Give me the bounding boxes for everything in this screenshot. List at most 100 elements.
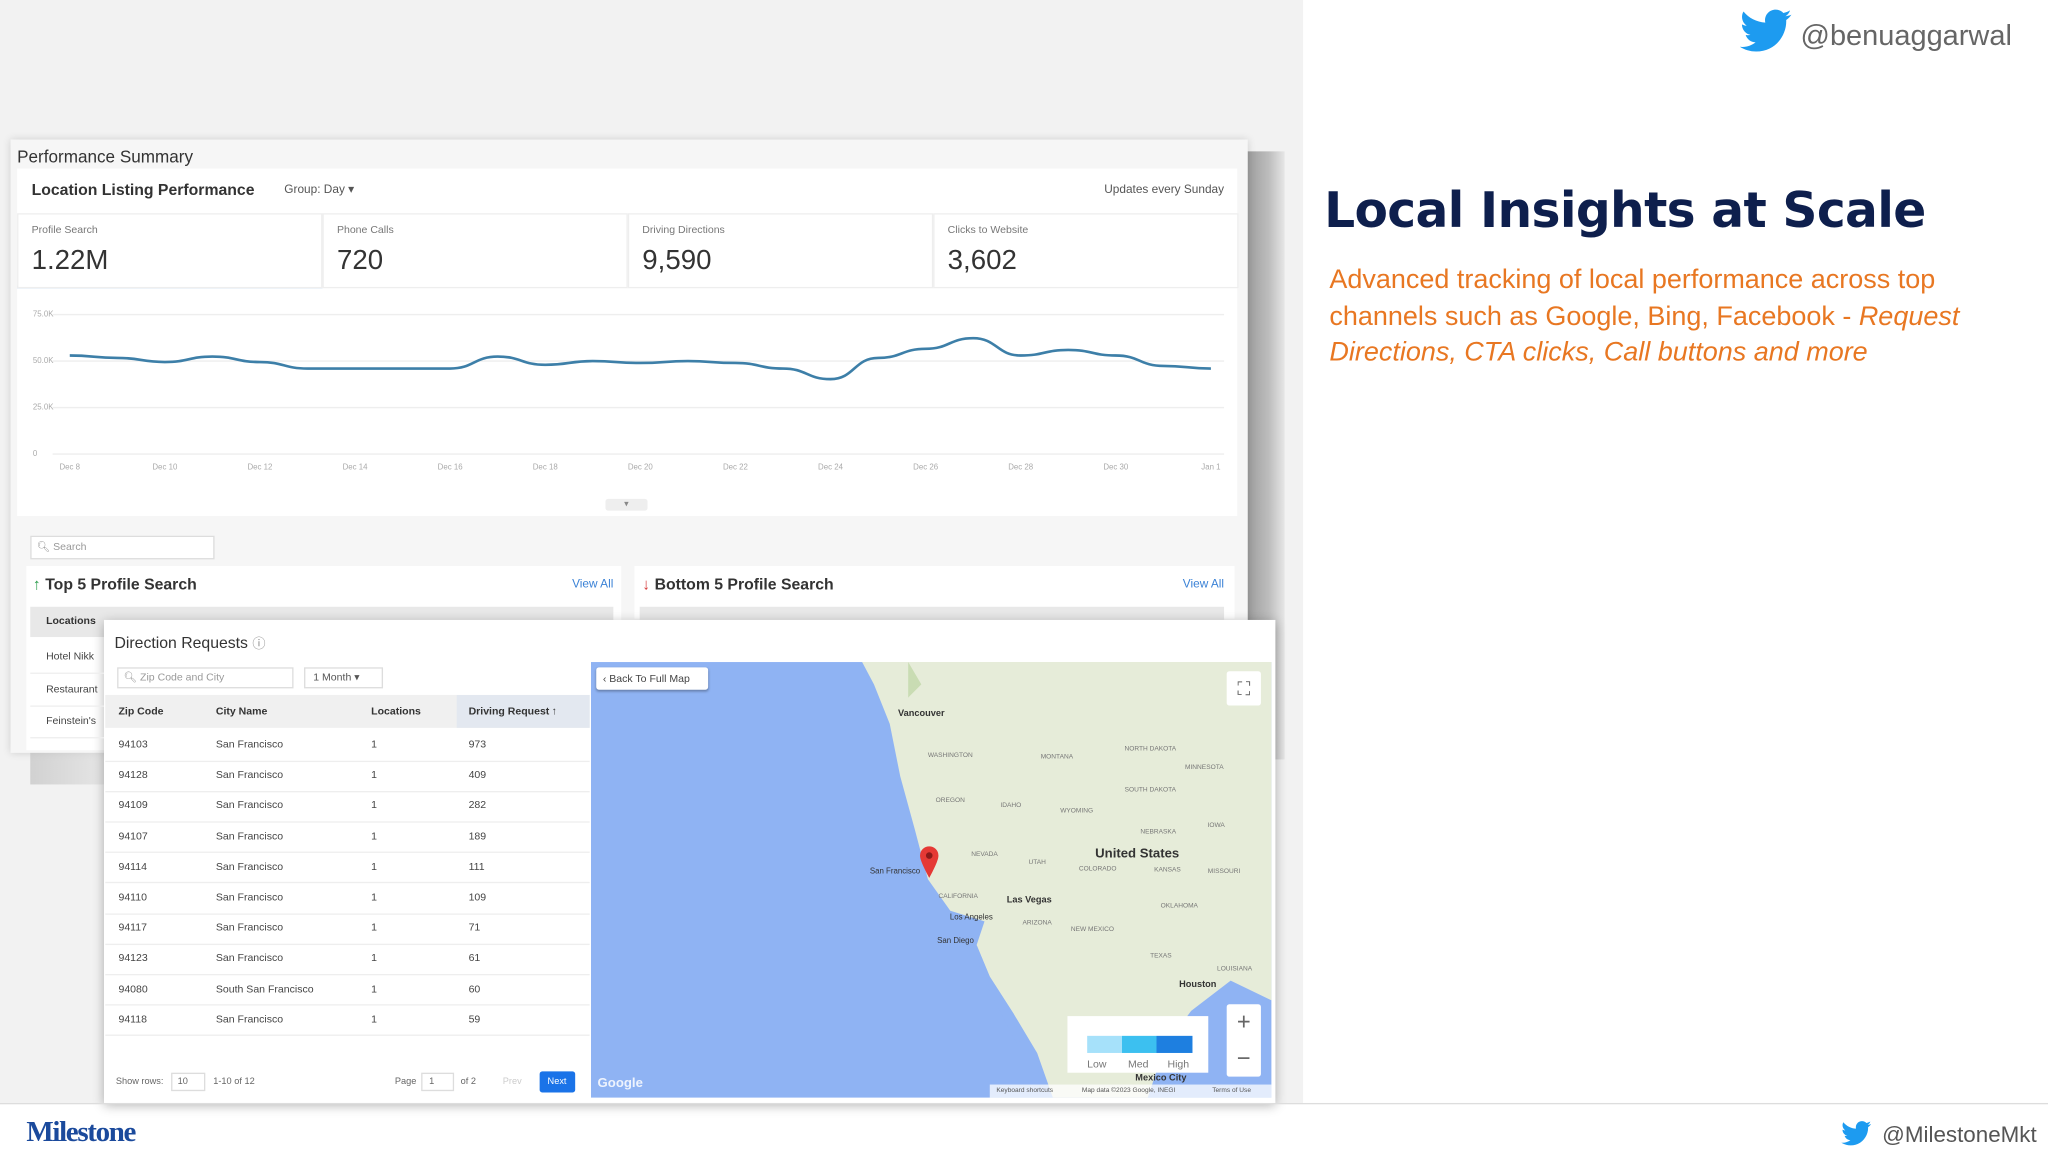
- map-labels: Vancouver WASHINGTON MONTANA NORTH DAKOTA MI…: [870, 708, 1253, 1083]
- x-tick-label: Dec 26: [913, 462, 939, 471]
- zoom-out[interactable]: −: [1236, 1045, 1251, 1072]
- column-header: Zip Code: [118, 705, 164, 718]
- table-cell: 1: [371, 1013, 378, 1026]
- table-cell: 282: [468, 799, 487, 812]
- footer-handle: @MilestoneMkt: [1882, 1122, 2037, 1148]
- subtitle-text: Advanced tracking of local performance a…: [1329, 264, 1936, 332]
- y-tick-label: 50.0K: [33, 356, 54, 365]
- table-cell: 94110: [118, 891, 147, 903]
- footer-rule: [0, 1102, 2048, 1105]
- rows-value: 10: [177, 1077, 188, 1087]
- table-cell: San Francisco: [215, 1013, 284, 1026]
- table-cell: 94117: [118, 921, 147, 934]
- map-label: San Diego: [937, 936, 974, 945]
- metric-label: Driving Directions: [642, 223, 725, 236]
- info-icon[interactable]: ⓘ: [252, 637, 266, 653]
- map-label: Los Angeles: [950, 912, 993, 921]
- x-tick-label: Dec 28: [1008, 462, 1034, 471]
- row-line: [105, 760, 590, 762]
- table-cell: San Francisco: [215, 921, 284, 934]
- map-label: OREGON: [936, 797, 965, 804]
- search-placeholder: 🔍︎ Search: [36, 540, 87, 553]
- row-line: [105, 912, 590, 915]
- back-button[interactable]: [596, 667, 709, 690]
- table-cell: 1: [371, 952, 378, 964]
- row-line: [105, 973, 590, 976]
- map-label: Las Vegas: [1007, 895, 1052, 905]
- map-label: OKLAHOMA: [1161, 902, 1199, 909]
- search-input[interactable]: [30, 535, 215, 560]
- table-cell: 111: [468, 860, 485, 873]
- next-button[interactable]: [539, 1071, 576, 1093]
- line-series: [69, 336, 1211, 381]
- location-cell: Feinstein's: [46, 714, 97, 727]
- table-cell: San Francisco: [215, 952, 284, 964]
- period-label: 1 Month ▾: [313, 671, 360, 684]
- table-cell: 94109: [118, 799, 148, 812]
- table-cell: 1: [371, 860, 378, 873]
- map-label: WASHINGTON: [928, 752, 973, 759]
- land: [862, 662, 1272, 1098]
- group-select[interactable]: Group: Day ▾: [284, 182, 355, 196]
- slide-title: Local Insights at Scale: [1324, 182, 1926, 239]
- table-cell: 973: [468, 738, 487, 751]
- back-label: ‹ Back To Full Map: [602, 672, 690, 685]
- row-line: [30, 737, 104, 739]
- rows-select[interactable]: [171, 1072, 206, 1092]
- next-label: Next: [547, 1077, 567, 1087]
- table-cell: 61: [468, 952, 481, 964]
- map-pin[interactable]: [920, 846, 939, 878]
- author-handle: @benuaggarwal: [1800, 18, 2012, 52]
- bottom-table-header: [639, 606, 1225, 623]
- location-cell: Restaurant: [46, 682, 98, 695]
- sort-arrow: ↑: [551, 705, 557, 718]
- x-tick-label: Dec 10: [152, 462, 178, 471]
- table-cell: 1: [371, 891, 378, 903]
- map-label: San Francisco: [870, 866, 921, 875]
- gulf: [976, 945, 1027, 1043]
- table-cell: San Francisco: [215, 768, 284, 781]
- x-tick-label: Dec 22: [723, 462, 748, 471]
- table-cell: San Francisco: [215, 860, 284, 873]
- page-input[interactable]: [421, 1072, 455, 1092]
- attribution-text: Keyboard shortcuts: [996, 1086, 1054, 1095]
- zip-input[interactable]: [117, 667, 294, 689]
- table-cell: 94107: [118, 829, 148, 842]
- down-arrow: ↓: [642, 575, 651, 594]
- search-text: Search: [53, 540, 87, 553]
- table-cell: San Francisco: [215, 829, 284, 842]
- table-cell: 1: [371, 921, 378, 934]
- x-tick-label: Dec 12: [247, 462, 272, 471]
- x-tick-label: Dec 30: [1103, 462, 1129, 471]
- row-line: [105, 1004, 590, 1006]
- row-line: [105, 790, 590, 792]
- fullscreen-button[interactable]: ⛶: [1226, 671, 1261, 706]
- legend-label: Low: [1087, 1058, 1107, 1071]
- metric-label: Clicks to Website: [947, 223, 1029, 236]
- updates-note: Updates every Sunday: [1104, 182, 1225, 196]
- metric-value: 720: [336, 245, 384, 276]
- map-label: MINNESOTA: [1185, 764, 1224, 771]
- column-header: City Name: [215, 705, 268, 718]
- card-title: Location Listing Performance: [31, 180, 255, 199]
- view-all-top[interactable]: View All: [572, 577, 614, 591]
- pin-dot: [925, 852, 933, 859]
- zoom-in[interactable]: +: [1236, 1008, 1251, 1035]
- map-label: TEXAS: [1150, 952, 1172, 959]
- up-arrow: ↑: [32, 575, 41, 594]
- table-cell: 94114: [118, 860, 147, 873]
- table-cell: 71: [468, 921, 481, 934]
- show-rows-label: Show rows:: [115, 1077, 164, 1087]
- view-all-bottom[interactable]: View All: [1182, 577, 1225, 591]
- period-select[interactable]: [304, 667, 384, 689]
- map-label: LOUISIANA: [1217, 965, 1253, 972]
- table-cell: 1: [371, 738, 378, 751]
- direction-title: Direction Requests ⓘ: [115, 635, 266, 652]
- table-cell: 94080: [118, 982, 148, 995]
- metric-label: Profile Search: [31, 223, 98, 236]
- prev-button[interactable]: Prev: [502, 1077, 522, 1087]
- collapse-handle[interactable]: ▾: [605, 498, 648, 511]
- table-cell: San Francisco: [215, 891, 284, 903]
- metric-value: 9,590: [642, 245, 712, 276]
- page-total: of 2: [460, 1077, 477, 1087]
